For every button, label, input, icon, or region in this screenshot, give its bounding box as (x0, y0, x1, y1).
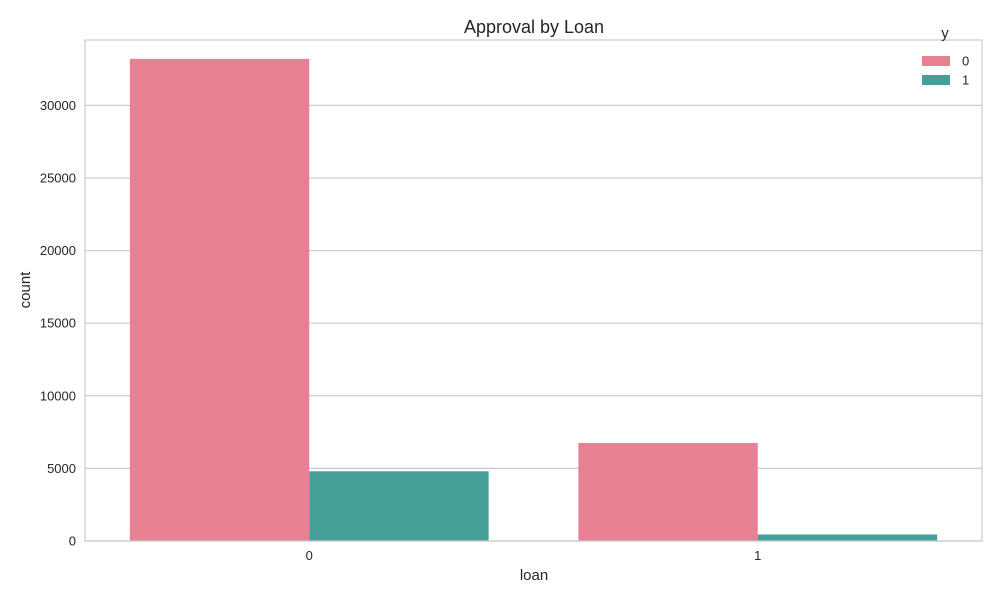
y-tick-label: 20000 (40, 243, 76, 258)
y-tick-label: 10000 (40, 388, 76, 403)
y-tick-label: 5000 (47, 461, 76, 476)
x-tick-label: 1 (754, 548, 761, 563)
bar (129, 58, 310, 541)
x-axis-label: loan (520, 567, 548, 584)
y-tick-label: 0 (69, 534, 76, 549)
bar (757, 534, 938, 541)
chart-title: Approval by Loan (464, 17, 604, 37)
y-axis-label: count (17, 271, 34, 309)
legend-label: 0 (962, 54, 969, 69)
y-tick-labels: 0 5000 10000 15000 20000 25000 30000 (40, 98, 76, 549)
plot-frame (84, 39, 983, 542)
bar (309, 471, 489, 541)
legend-swatch (922, 75, 950, 85)
y-tick-label: 15000 (40, 316, 76, 331)
legend-label: 1 (962, 73, 969, 88)
legend-swatch (922, 56, 950, 66)
x-tick-label: 0 (306, 548, 313, 563)
legend-title: y (941, 25, 949, 42)
y-tick-label: 25000 (40, 170, 76, 185)
bar (578, 442, 758, 541)
bars (129, 58, 938, 541)
y-tick-label: 30000 (40, 98, 76, 113)
legend: y 0 1 (922, 25, 969, 88)
